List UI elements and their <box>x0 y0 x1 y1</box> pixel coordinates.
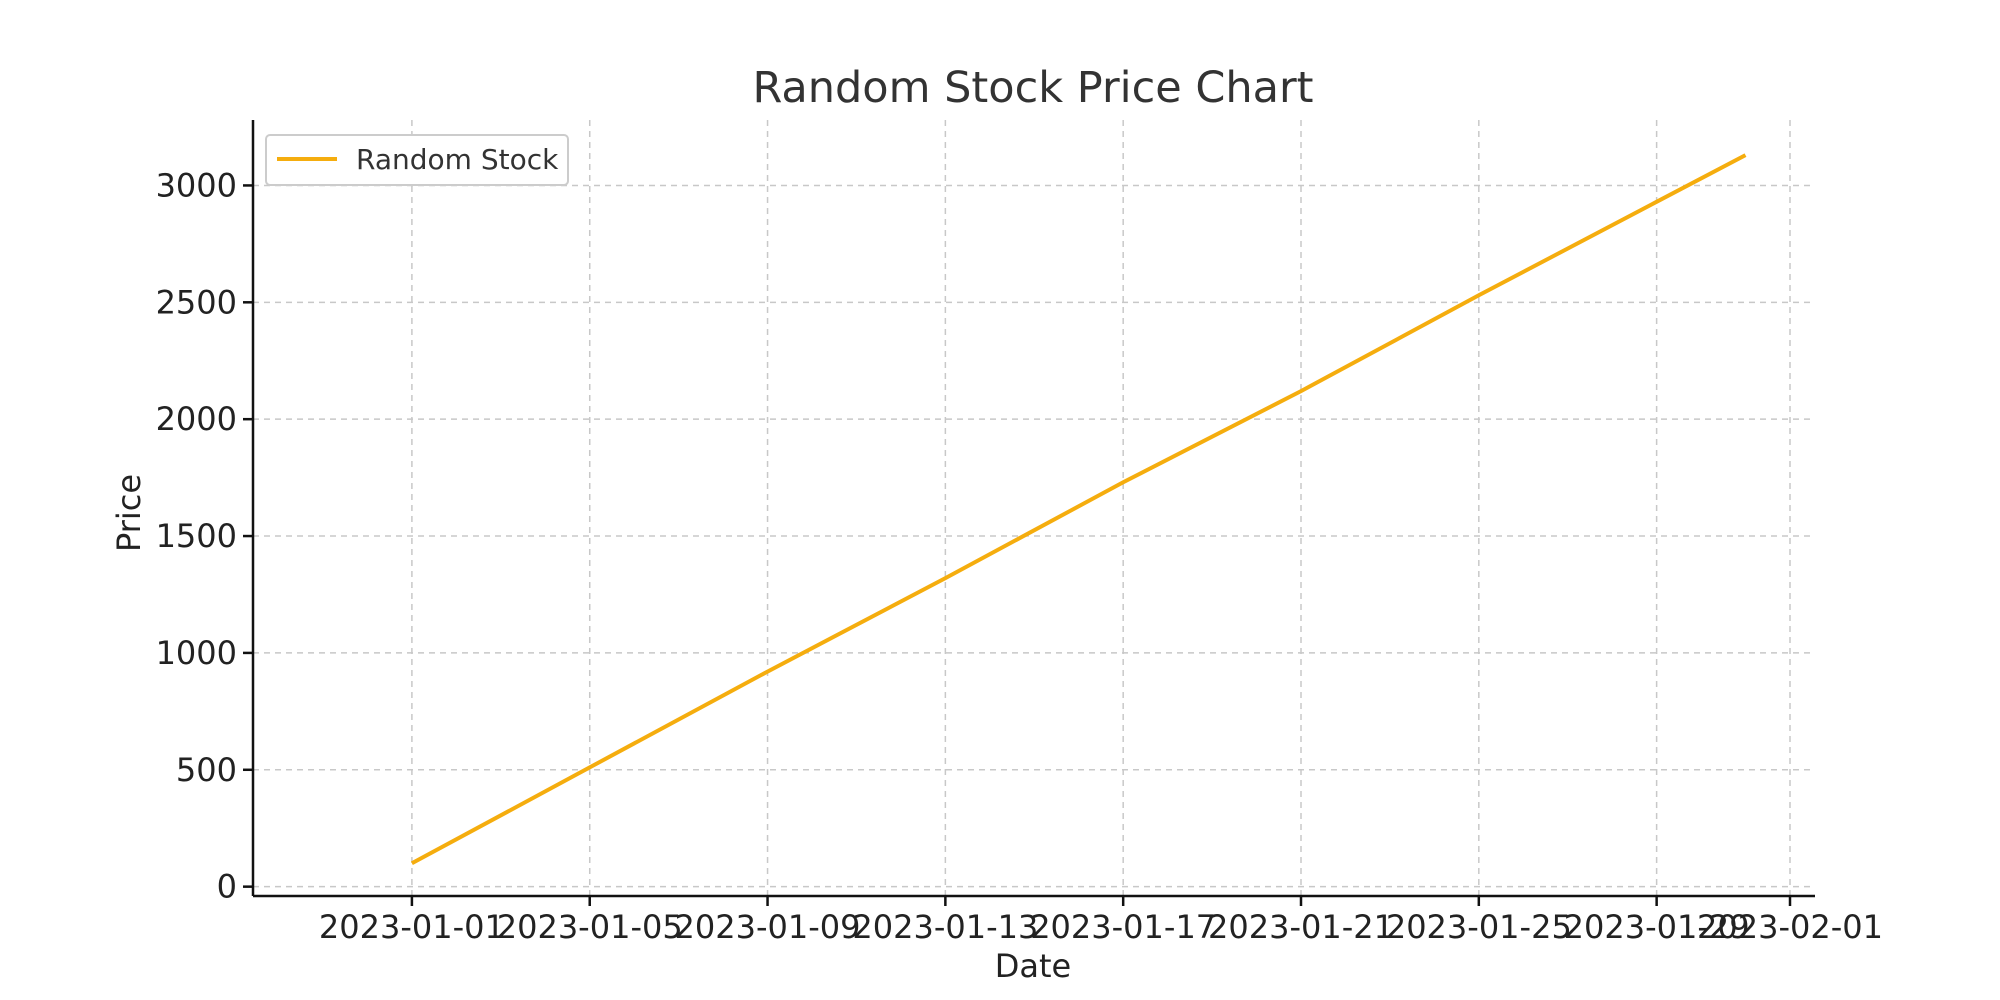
y-tick-label: 1500 <box>156 517 237 555</box>
x-tick-label: 2023-01-13 <box>852 908 1038 946</box>
legend-label: Random Stock <box>356 143 559 176</box>
chart-title: Random Stock Price Chart <box>752 63 1313 113</box>
grid <box>253 120 1815 896</box>
x-tick-label: 2023-01-25 <box>1386 908 1572 946</box>
y-tick-label: 0 <box>217 868 237 906</box>
x-tick-label: 2023-01-05 <box>497 908 683 946</box>
legend-box <box>265 134 569 186</box>
y-tick-label: 1000 <box>156 634 237 672</box>
series-line <box>410 153 1747 866</box>
series <box>410 153 1747 866</box>
x-tick-label: 2023-01-21 <box>1208 908 1394 946</box>
y-tick-label: 3000 <box>156 166 237 204</box>
legend: Random Stock <box>265 134 569 186</box>
x-tick-label: 2023-02-01 <box>1697 908 1883 946</box>
ticks: 2023-01-012023-01-052023-01-092023-01-13… <box>156 166 1883 946</box>
x-tick-label: 2023-01-17 <box>1030 908 1216 946</box>
x-tick-label: 2023-01-01 <box>319 908 505 946</box>
y-tick-label: 2500 <box>156 283 237 321</box>
x-axis-label: Date <box>995 947 1071 985</box>
x-tick-label: 2023-01-09 <box>675 908 861 946</box>
y-axis-label: Price <box>110 474 148 552</box>
y-tick-label: 500 <box>176 751 237 789</box>
y-tick-label: 2000 <box>156 400 237 438</box>
axes <box>251 120 1815 898</box>
x-tick-label: 2023-01-29 <box>1564 908 1750 946</box>
